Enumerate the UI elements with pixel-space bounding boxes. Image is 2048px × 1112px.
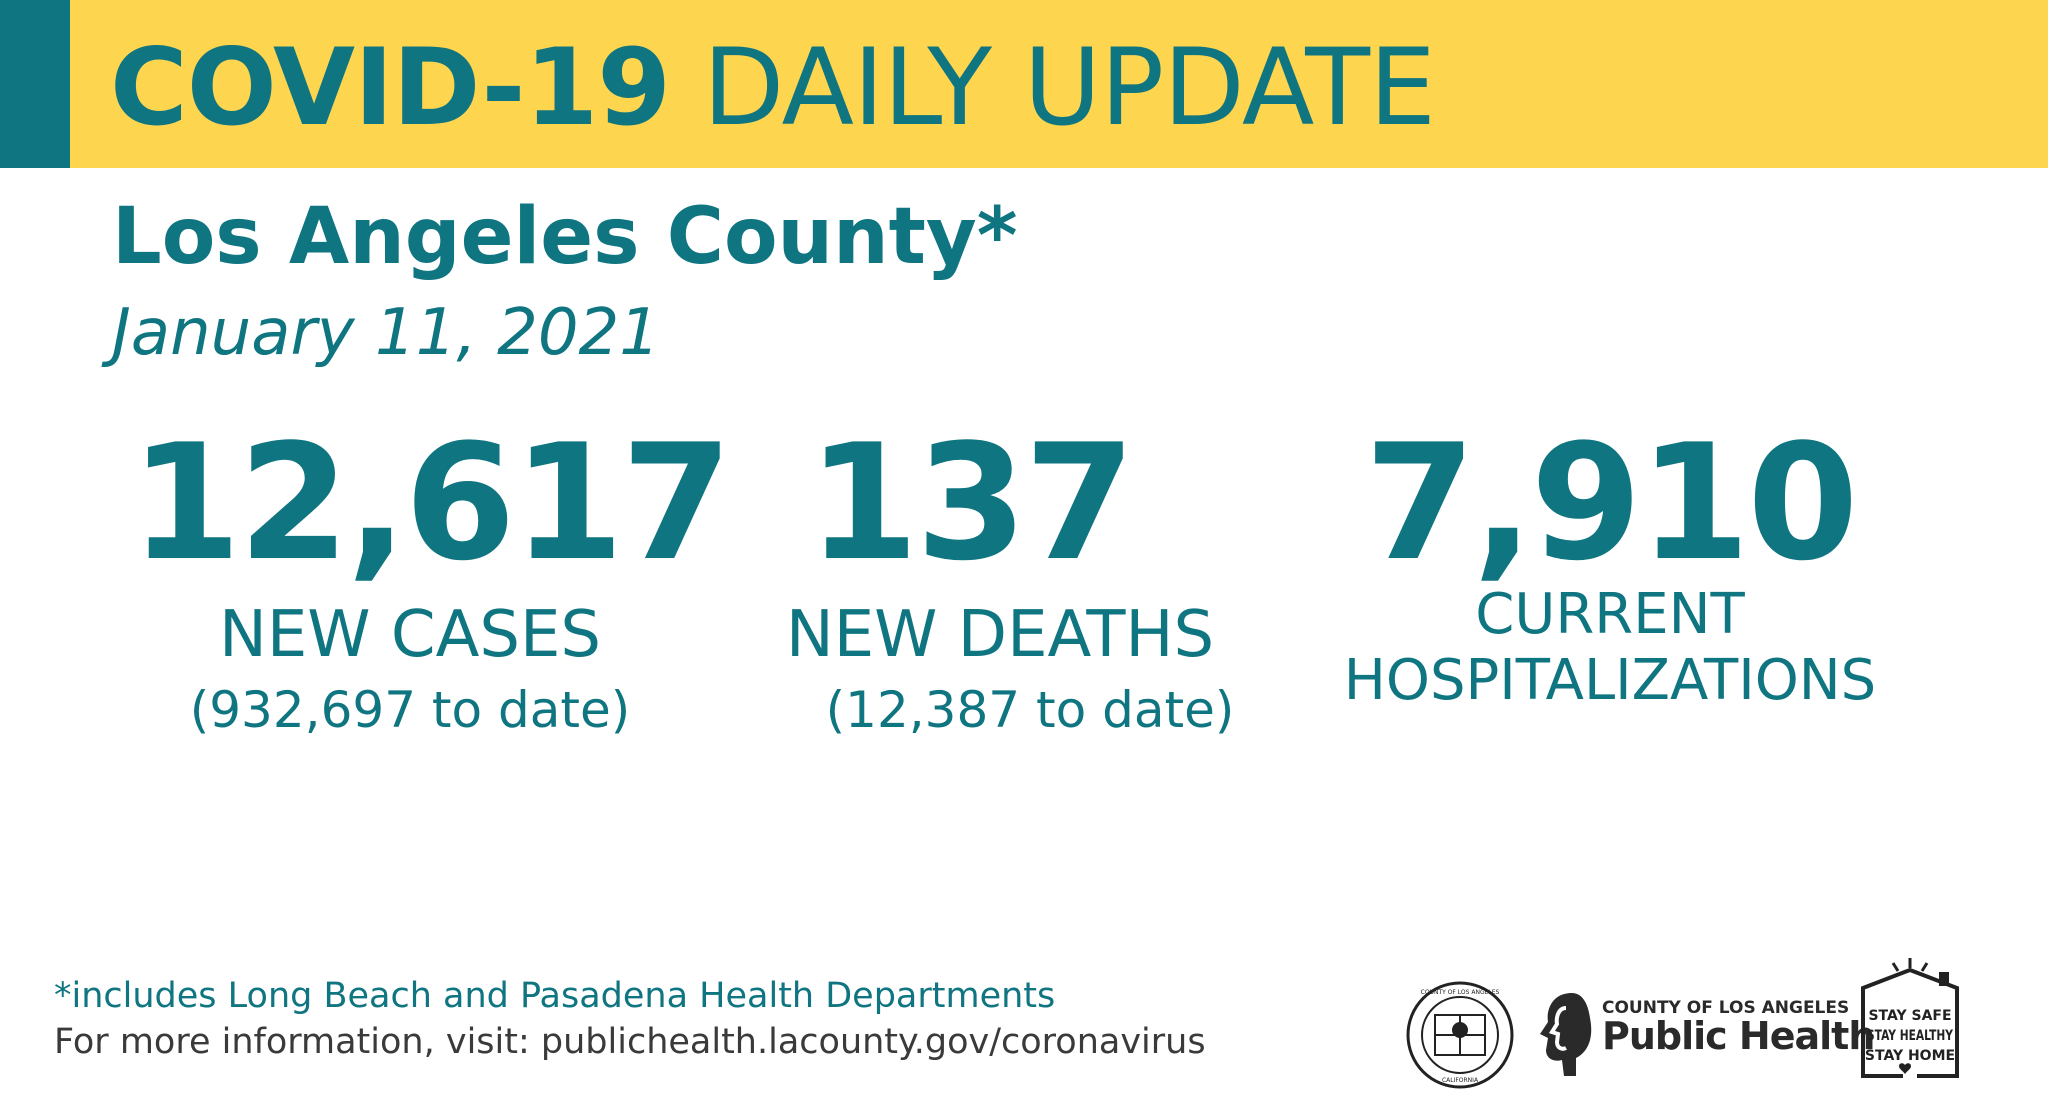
stay-safe-text: STAY SAFE xyxy=(1868,1008,1951,1024)
hospitalizations-label-line1: CURRENT xyxy=(1475,582,1745,647)
public-health-logo: COUNTY OF LOS ANGELES Public Health xyxy=(1532,988,1875,1078)
new-deaths-to-date: (12,387 to date) xyxy=(825,681,1235,739)
stay-home-text: STAY HOME xyxy=(1865,1048,1955,1064)
stat-new-deaths: 137 NEW DEATHS (12,387 to date) xyxy=(760,418,1240,740)
report-date: January 11, 2021 xyxy=(112,296,660,370)
new-cases-label: NEW CASES xyxy=(218,598,602,672)
banner-accent-bar xyxy=(0,0,70,168)
stay-healthy-text: STAY HEALTHY xyxy=(1867,1028,1954,1044)
banner-title-rest: DAILY UPDATE xyxy=(702,26,1436,149)
stat-current-hospitalizations: 7,910 CURRENT HOSPITALIZATIONS xyxy=(1340,418,1880,714)
new-cases-value: 12,617 xyxy=(130,409,732,596)
profile-heads-icon xyxy=(1540,993,1592,1076)
county-seal-logo: COUNTY OF LOS ANGELES CALIFORNIA xyxy=(1406,981,1514,1089)
header-banner xyxy=(0,0,2048,168)
public-health-title: Public Health xyxy=(1602,1014,1875,1058)
stat-new-cases: 12,617 NEW CASES (932,697 to date) xyxy=(130,409,732,740)
hospitalizations-label-line2: HOSPITALIZATIONS xyxy=(1343,648,1877,713)
stay-home-badge: STAY SAFE STAY HEALTHY STAY HOME xyxy=(1861,958,1959,1078)
new-deaths-label: NEW DEATHS xyxy=(785,598,1215,672)
new-deaths-value: 137 xyxy=(807,409,1136,596)
region-title: Los Angeles County* xyxy=(112,192,1018,282)
banner-title: COVID-19 DAILY UPDATE xyxy=(110,26,1436,149)
seal-text-bottom: CALIFORNIA xyxy=(1442,1077,1479,1084)
more-info-text: For more information, visit: publichealt… xyxy=(54,1022,1206,1062)
seal-text-top: COUNTY OF LOS ANGELES xyxy=(1421,989,1500,996)
new-cases-to-date: (932,697 to date) xyxy=(189,681,631,739)
footnote: *includes Long Beach and Pasadena Health… xyxy=(54,976,1056,1016)
public-health-county-text: COUNTY OF LOS ANGELES xyxy=(1602,998,1850,1018)
hospitalizations-value: 7,910 xyxy=(1364,409,1858,596)
banner-title-bold: COVID-19 xyxy=(110,26,671,149)
